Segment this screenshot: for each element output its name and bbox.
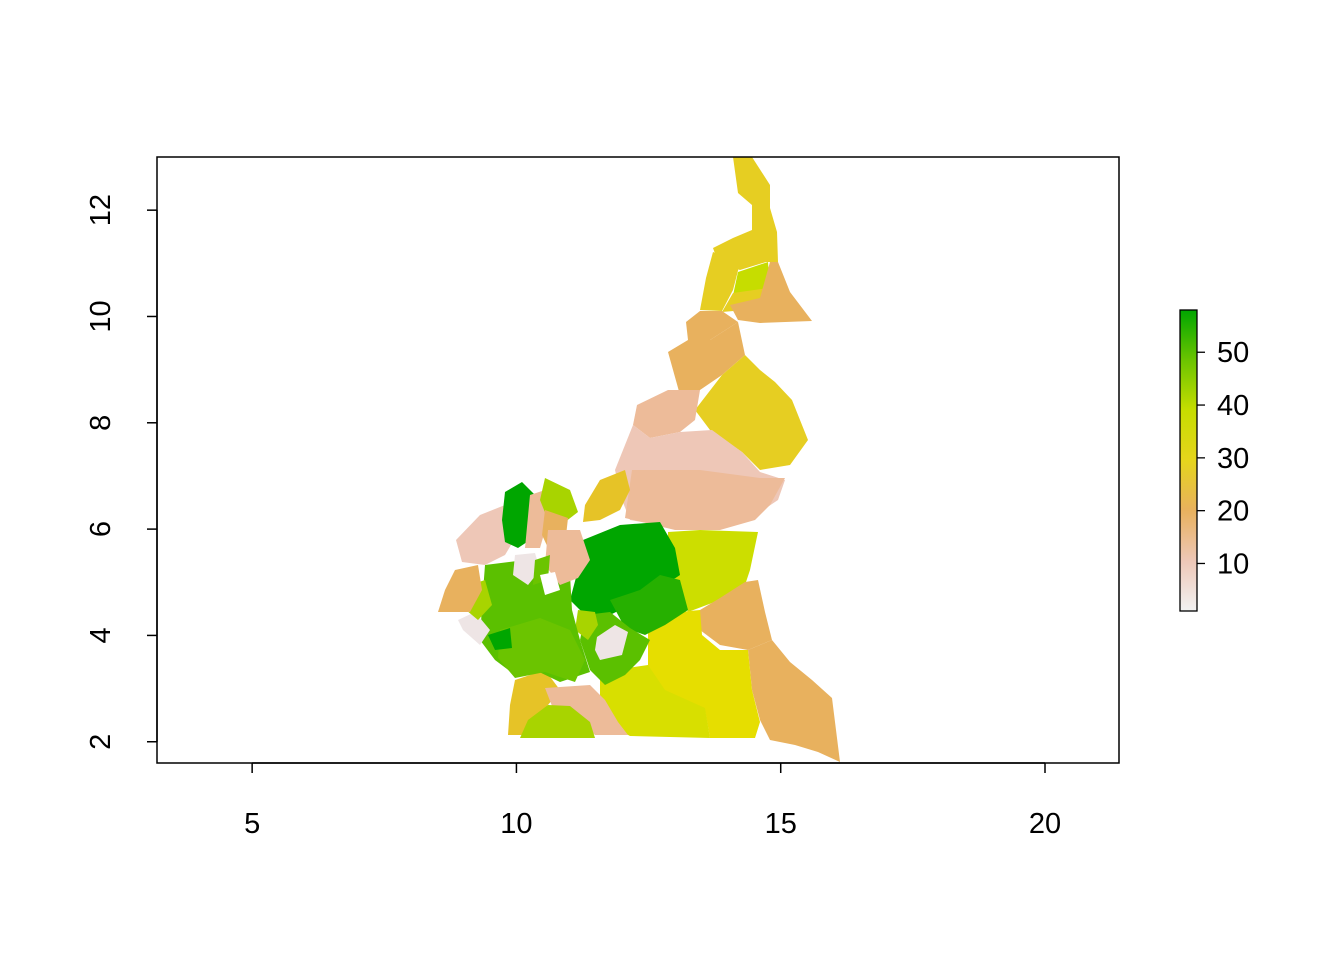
- color-legend: 10 20 30 40 50: [1179, 309, 1249, 612]
- region-adamawa-b: [625, 470, 785, 530]
- region-south-b: [545, 685, 628, 735]
- legend-colorbar: [1179, 309, 1198, 612]
- region-east-north: [668, 530, 758, 612]
- x-tick-label: 10: [500, 808, 532, 840]
- region-north-b: [633, 390, 700, 438]
- region-north-east: [695, 355, 808, 470]
- region-far-north-east: [730, 262, 812, 323]
- x-axis: 5 10 15 20: [244, 762, 1061, 840]
- legend-tick-label: 10: [1217, 548, 1249, 580]
- region-littoral-b: [498, 618, 585, 682]
- region-west-white: [540, 572, 560, 595]
- legend-tick-label: 40: [1217, 390, 1249, 422]
- y-tick-label: 2: [85, 734, 117, 750]
- region-west-b: [545, 530, 590, 585]
- region-far-north-tip: [713, 157, 778, 270]
- region-polygons: [438, 157, 840, 762]
- y-tick-label: 8: [85, 415, 117, 431]
- region-littoral-dark: [488, 628, 512, 650]
- x-tick-label: 15: [765, 808, 797, 840]
- region-centre-d: [575, 610, 598, 640]
- x-tick-label: 5: [244, 808, 260, 840]
- x-tick-label: 20: [1029, 808, 1061, 840]
- y-tick-label: 6: [85, 521, 117, 537]
- region-west-pale: [513, 553, 540, 585]
- region-adamawa-west: [583, 470, 630, 522]
- legend-tick-label: 30: [1217, 443, 1249, 475]
- region-east-central: [700, 580, 772, 650]
- legend-tick-label: 50: [1217, 337, 1249, 369]
- region-centre-b: [610, 575, 688, 635]
- y-tick-label: 12: [85, 194, 117, 226]
- region-south-east: [600, 665, 710, 738]
- region-southwest-a: [438, 565, 482, 612]
- y-tick-label: 10: [85, 300, 117, 332]
- region-northwest-lime: [540, 478, 578, 522]
- region-south-west-a: [508, 670, 560, 735]
- region-north-a: [668, 322, 745, 395]
- region-east-south: [748, 640, 840, 762]
- legend-tick-label: 20: [1217, 496, 1249, 528]
- region-centre-east: [648, 610, 760, 738]
- region-south-c: [520, 705, 595, 738]
- region-far-north-west: [686, 311, 738, 340]
- y-axis: 2 4 6 8 10 12: [85, 194, 158, 750]
- region-centre-city: [595, 625, 628, 660]
- y-tick-label: 4: [85, 627, 117, 643]
- region-west-coast: [458, 612, 490, 645]
- region-far-north-a: [700, 252, 740, 311]
